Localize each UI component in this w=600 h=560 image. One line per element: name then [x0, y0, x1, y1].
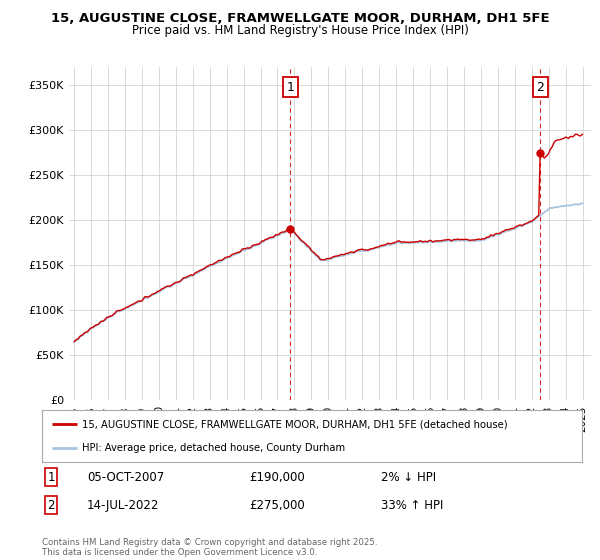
- Text: £190,000: £190,000: [249, 470, 305, 484]
- Text: 1: 1: [47, 470, 55, 484]
- Text: 1: 1: [286, 81, 294, 94]
- Text: 2% ↓ HPI: 2% ↓ HPI: [381, 470, 436, 484]
- Text: 33% ↑ HPI: 33% ↑ HPI: [381, 498, 443, 512]
- Text: £275,000: £275,000: [249, 498, 305, 512]
- Text: Price paid vs. HM Land Registry's House Price Index (HPI): Price paid vs. HM Land Registry's House …: [131, 24, 469, 36]
- Text: Contains HM Land Registry data © Crown copyright and database right 2025.
This d: Contains HM Land Registry data © Crown c…: [42, 538, 377, 557]
- Text: HPI: Average price, detached house, County Durham: HPI: Average price, detached house, Coun…: [83, 443, 346, 453]
- Text: 14-JUL-2022: 14-JUL-2022: [87, 498, 160, 512]
- Text: 15, AUGUSTINE CLOSE, FRAMWELLGATE MOOR, DURHAM, DH1 5FE (detached house): 15, AUGUSTINE CLOSE, FRAMWELLGATE MOOR, …: [83, 419, 508, 430]
- Text: 15, AUGUSTINE CLOSE, FRAMWELLGATE MOOR, DURHAM, DH1 5FE: 15, AUGUSTINE CLOSE, FRAMWELLGATE MOOR, …: [50, 12, 550, 25]
- Text: 2: 2: [47, 498, 55, 512]
- Text: 05-OCT-2007: 05-OCT-2007: [87, 470, 164, 484]
- Text: 2: 2: [536, 81, 544, 94]
